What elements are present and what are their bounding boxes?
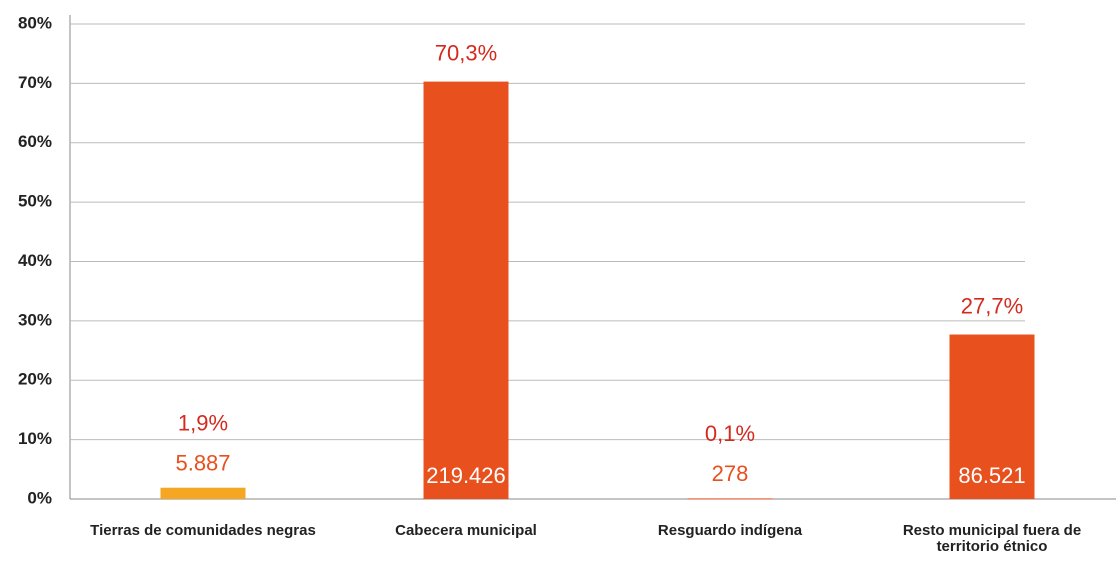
x-tick-label: Tierras de comunidades negras — [90, 522, 316, 539]
x-tick-label: Cabecera municipal — [395, 522, 537, 539]
y-tick-label: 80% — [18, 13, 52, 32]
x-tick-label: Resto municipal fuera de territorio étnic… — [903, 522, 1081, 555]
y-tick-label: 0% — [27, 488, 52, 507]
value-label: 0,1% — [705, 421, 755, 446]
bar — [423, 81, 509, 499]
count-label: 278 — [712, 461, 749, 486]
y-tick-label: 20% — [18, 370, 52, 389]
value-label: 70,3% — [435, 40, 497, 65]
y-tick-label: 40% — [18, 251, 52, 270]
y-tick-label: 30% — [18, 310, 52, 329]
count-label: 86.521 — [958, 463, 1025, 488]
count-label: 5.887 — [175, 451, 230, 476]
y-tick-label: 70% — [18, 73, 52, 92]
y-tick-label: 60% — [18, 132, 52, 151]
bar — [160, 487, 246, 499]
bar — [687, 498, 773, 500]
x-tick-label: Resguardo indígena — [658, 522, 803, 539]
value-label: 27,7% — [961, 293, 1023, 318]
count-label: 219.426 — [426, 463, 506, 488]
value-label: 1,9% — [178, 411, 228, 436]
y-tick-label: 50% — [18, 192, 52, 211]
y-tick-label: 10% — [18, 429, 52, 448]
bar — [949, 334, 1035, 499]
